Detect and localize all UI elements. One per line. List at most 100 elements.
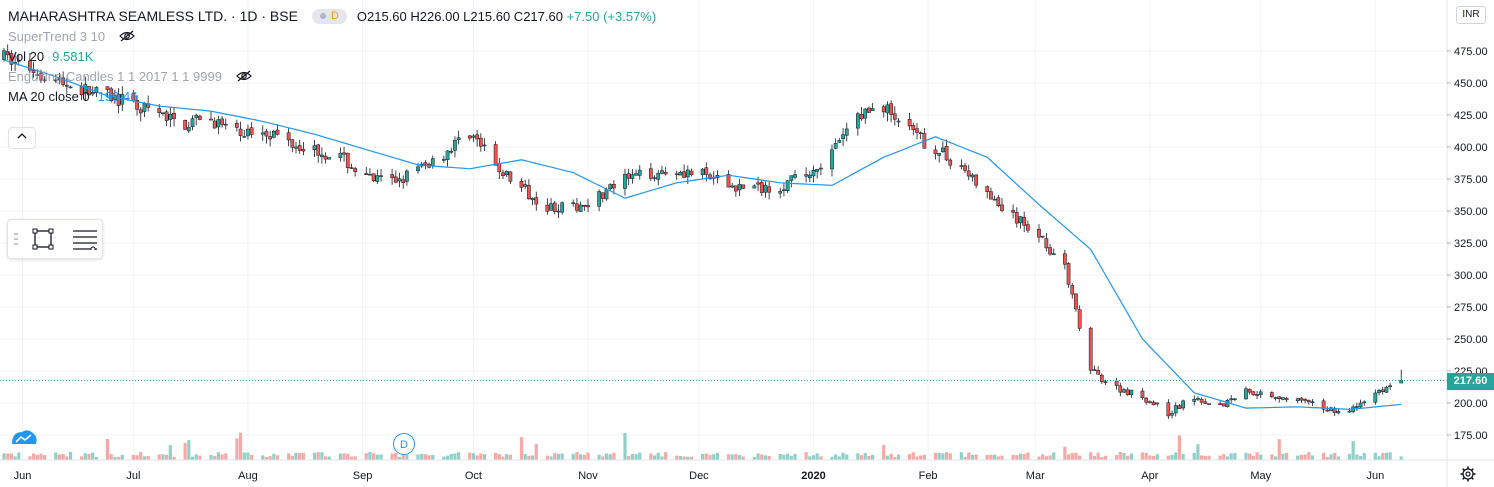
symbol-title[interactable]: MAHARASHTRA SEAMLESS LTD. · 1D · BSE: [8, 8, 298, 24]
candle-body: [2, 50, 6, 60]
volume-bar: [264, 456, 269, 460]
candle-body: [663, 171, 668, 175]
fib-levels-tool-icon[interactable]: [72, 228, 98, 250]
candle-body: [1281, 397, 1285, 400]
x-tick-label: Feb: [919, 470, 938, 482]
volume-bar: [1225, 456, 1230, 460]
candle-body: [1196, 398, 1200, 400]
volume-bar: [1347, 454, 1352, 460]
gear-icon[interactable]: [1460, 466, 1476, 482]
candle-body: [290, 139, 295, 148]
volume-bar: [220, 454, 224, 460]
candle-body: [844, 128, 849, 136]
candle-body: [948, 159, 953, 166]
legend-supertrend[interactable]: SuperTrend 3 10: [8, 26, 656, 46]
candle-body: [763, 184, 768, 193]
candle-body: [316, 144, 321, 156]
close-value: 217.60: [523, 8, 563, 24]
volume-bar: [963, 456, 967, 460]
volume-bar: [401, 453, 405, 460]
volume-bar: [808, 456, 812, 460]
volume-bar: [545, 455, 549, 460]
legend-ma[interactable]: MA 20 close 0 199.46: [8, 86, 656, 106]
volume-bar: [752, 456, 756, 460]
volume-bar: [627, 456, 631, 460]
candle-body: [390, 174, 394, 178]
rectangle-tool-icon[interactable]: [32, 228, 54, 250]
candle-body: [689, 170, 694, 175]
candle-body: [1103, 381, 1108, 383]
volume-bar: [1200, 455, 1204, 460]
chart-legend: MAHARASHTRA SEAMLESS LTD. · 1D · BSE D O…: [8, 6, 656, 106]
legend-collapse-button[interactable]: [8, 127, 36, 149]
volume-bar: [1011, 454, 1015, 460]
volume-bar: [612, 452, 616, 460]
candle-body: [944, 145, 949, 161]
volume-bar: [582, 454, 586, 460]
market-status-badge[interactable]: D: [311, 8, 347, 24]
volume-bar: [1114, 455, 1119, 460]
volume-bar: [272, 453, 276, 460]
currency-badge[interactable]: INR: [1456, 6, 1486, 24]
volume-bar: [2, 453, 6, 460]
y-tick-label: 475.00: [1454, 46, 1488, 58]
volume-bar: [1144, 452, 1148, 460]
candle-body: [353, 168, 358, 172]
volume-bar: [242, 452, 246, 460]
volume-bar: [682, 456, 686, 460]
candle-body: [1377, 389, 1381, 393]
candle-body: [1229, 398, 1234, 401]
candle-body: [364, 173, 369, 175]
candle-body: [1026, 224, 1030, 231]
volume-bar: [911, 452, 915, 460]
tradingview-logo-icon[interactable]: [10, 428, 38, 446]
volume-bar: [235, 438, 239, 460]
volume-bar: [168, 445, 172, 460]
dividend-event-marker[interactable]: D: [393, 433, 415, 455]
volume-bar: [1052, 452, 1056, 460]
volume-bar: [35, 454, 39, 460]
volume-bar: [1070, 453, 1074, 460]
hidden-eye-icon[interactable]: [119, 30, 135, 42]
candle-body: [275, 129, 280, 135]
candle-body: [889, 103, 893, 115]
legend-engulfing[interactable]: Engulfing Candles 1 1 2017 1 1 9999: [8, 66, 656, 86]
candle-body: [837, 140, 842, 143]
candle-body: [1221, 403, 1226, 407]
volume-bar: [908, 454, 912, 460]
volume-bar: [970, 454, 975, 460]
volume-bar: [1381, 453, 1385, 460]
volume-bar: [194, 454, 198, 460]
candle-body: [1096, 370, 1100, 375]
drag-handle-icon[interactable]: [14, 232, 18, 246]
candle-body: [53, 79, 58, 82]
hidden-eye-icon[interactable]: [236, 70, 252, 82]
volume-bar: [349, 456, 354, 460]
volume-bar: [39, 453, 43, 460]
candle-body: [1044, 238, 1049, 249]
open-label: O: [356, 8, 367, 24]
candle-body: [116, 93, 121, 106]
volume-bar: [161, 454, 165, 460]
x-tick-label: Mar: [1026, 470, 1045, 482]
volume-bar: [1166, 455, 1170, 460]
volume-bar: [190, 456, 195, 460]
volume-bar: [368, 452, 372, 460]
volume-bar: [686, 456, 690, 460]
volume-bar: [579, 454, 583, 460]
price-axis[interactable]: 175.00200.00225.00250.00275.00300.00325.…: [1446, 0, 1488, 487]
candle-body: [571, 202, 576, 204]
volume-bar: [1066, 454, 1071, 460]
volume-bar: [482, 454, 487, 460]
candle-body: [1233, 398, 1237, 401]
volume-bar: [1196, 444, 1200, 460]
candle-body: [271, 130, 276, 138]
legend-volume[interactable]: Vol 20 9.581K: [8, 46, 656, 66]
candle-body: [682, 171, 686, 178]
time-axis[interactable]: Jun Jul Aug Sep Oct Nov Dec 2020 Feb Mar Apr May Jun: [0, 459, 1494, 482]
candle-body: [223, 123, 228, 126]
volume-bar: [1026, 452, 1030, 460]
candle-body: [970, 174, 975, 178]
volume-bar: [534, 443, 538, 460]
